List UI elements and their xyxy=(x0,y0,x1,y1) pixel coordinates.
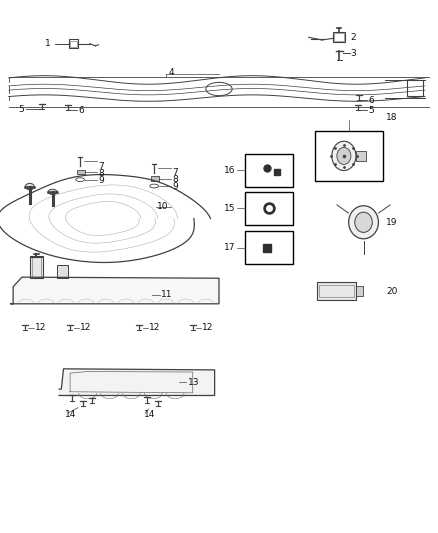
Ellipse shape xyxy=(332,141,356,171)
Ellipse shape xyxy=(349,206,378,239)
Text: 6: 6 xyxy=(368,96,374,104)
Text: 13: 13 xyxy=(187,378,199,386)
Bar xyxy=(356,150,366,161)
Text: 5: 5 xyxy=(18,105,24,114)
Text: 3: 3 xyxy=(350,49,356,58)
Text: 12: 12 xyxy=(202,324,214,332)
Bar xyxy=(32,257,41,277)
Text: 18: 18 xyxy=(386,113,398,122)
Bar xyxy=(315,131,383,181)
Text: 20: 20 xyxy=(386,287,398,295)
Text: 9: 9 xyxy=(172,182,178,191)
Text: 12: 12 xyxy=(149,324,160,332)
Text: 9: 9 xyxy=(99,176,104,185)
Text: 11: 11 xyxy=(161,290,173,299)
Text: 6: 6 xyxy=(78,106,84,115)
Text: 8: 8 xyxy=(99,169,104,178)
Ellipse shape xyxy=(337,147,351,164)
Text: 15: 15 xyxy=(224,204,236,213)
Text: 2: 2 xyxy=(350,33,356,42)
Text: 8: 8 xyxy=(172,175,178,184)
Bar xyxy=(356,286,363,296)
Bar xyxy=(245,192,293,225)
Text: 19: 19 xyxy=(386,218,398,227)
Text: 16: 16 xyxy=(224,166,236,174)
Ellipse shape xyxy=(48,189,57,195)
Text: 12: 12 xyxy=(80,324,91,332)
Bar xyxy=(57,265,68,278)
Bar xyxy=(334,33,344,41)
Bar xyxy=(319,285,354,297)
Bar xyxy=(333,32,345,42)
Text: 14: 14 xyxy=(144,410,155,419)
Polygon shape xyxy=(11,277,219,304)
Polygon shape xyxy=(59,369,215,395)
Bar xyxy=(245,231,293,264)
Text: 17: 17 xyxy=(224,244,236,252)
Bar xyxy=(151,176,159,181)
Ellipse shape xyxy=(25,183,34,190)
Bar xyxy=(407,80,423,96)
Text: 10: 10 xyxy=(157,203,168,211)
Text: 7: 7 xyxy=(172,168,178,177)
Text: 4: 4 xyxy=(169,68,174,77)
Text: 5: 5 xyxy=(368,106,374,115)
Bar xyxy=(30,256,43,278)
Bar xyxy=(245,154,293,187)
Text: 1: 1 xyxy=(45,39,50,48)
Ellipse shape xyxy=(355,212,372,232)
Text: 14: 14 xyxy=(65,410,76,419)
Bar xyxy=(317,282,356,300)
Text: 12: 12 xyxy=(35,324,46,332)
Bar xyxy=(70,41,77,47)
Bar xyxy=(69,39,78,48)
Bar xyxy=(77,170,85,174)
Text: 7: 7 xyxy=(99,162,104,171)
